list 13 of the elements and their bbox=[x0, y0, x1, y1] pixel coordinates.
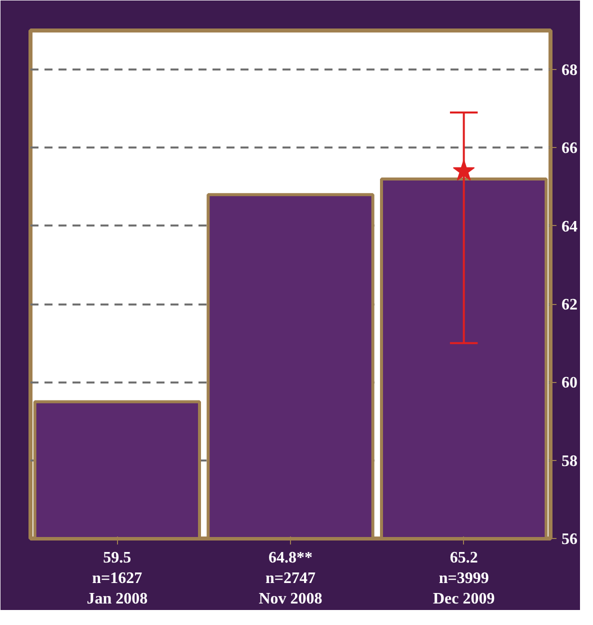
y-tick-label: 68 bbox=[562, 62, 578, 80]
y-tick-label: 60 bbox=[562, 374, 578, 392]
y-tick-label: 64 bbox=[562, 218, 578, 236]
y-tick-label: 62 bbox=[562, 296, 578, 314]
data-label: 65.2 bbox=[450, 550, 478, 566]
data-label: 59.5 bbox=[103, 550, 132, 566]
x-tick-label: n=2747 Nov 2008 bbox=[258, 570, 322, 608]
x-tick-label: n=1627 Jan 2008 bbox=[86, 570, 148, 608]
data-label: 64.8** bbox=[268, 550, 312, 566]
y-tick-label: 58 bbox=[562, 452, 578, 470]
x-tick-label: n=3999 Dec 2009 bbox=[432, 570, 495, 608]
y-tick-label: 56 bbox=[562, 531, 578, 548]
y-tick-label: 66 bbox=[562, 140, 578, 158]
